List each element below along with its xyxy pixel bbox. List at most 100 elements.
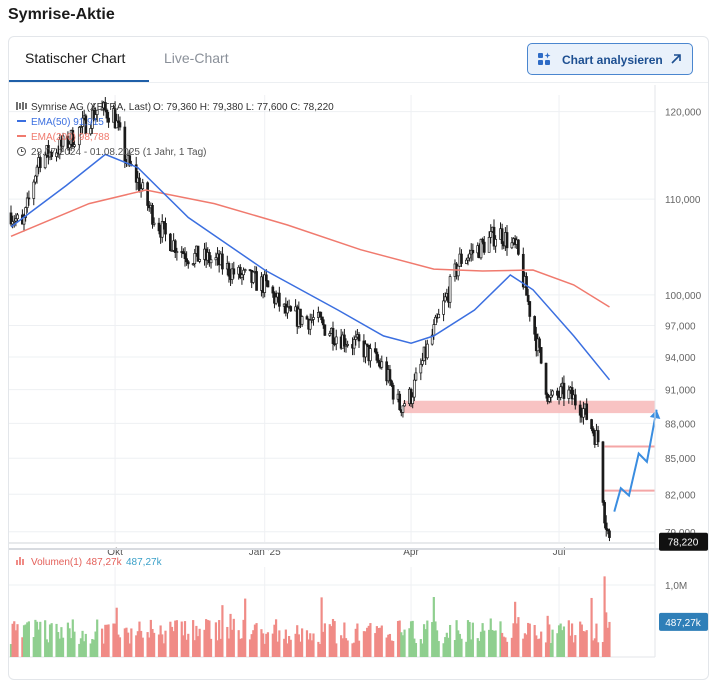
volume-bar (174, 620, 177, 657)
candle-body (12, 220, 16, 223)
candle-body (274, 296, 278, 304)
volume-bar (590, 597, 593, 657)
volume-bar (413, 638, 416, 657)
volume-bar (527, 622, 530, 657)
candle-body (50, 151, 54, 157)
volume-bar (263, 643, 266, 657)
volume-bar (499, 621, 502, 657)
volume-bar (240, 638, 244, 657)
candle-body (398, 393, 402, 411)
volume-bar (172, 631, 175, 657)
candle-body (434, 316, 437, 326)
candle-body (412, 379, 416, 398)
candle-body (183, 253, 187, 260)
candle-body (517, 239, 520, 255)
y-tick-label: 82,000 (665, 490, 696, 501)
candle-body (487, 236, 491, 253)
volume-bar (309, 633, 312, 657)
candle-body (373, 348, 377, 353)
volume-bar (180, 621, 183, 657)
candle-body (198, 259, 201, 262)
candle-body (608, 530, 611, 538)
candle-body (24, 207, 27, 218)
candle-body (421, 360, 424, 365)
volume-bar (335, 643, 338, 657)
volume-bar (157, 634, 161, 657)
y-tick-label: 97,000 (665, 321, 696, 332)
volume-bar (34, 619, 37, 657)
volume-bar (91, 638, 94, 657)
volume-bar (557, 625, 561, 657)
volume-bar (559, 623, 562, 657)
volume-bar (595, 623, 598, 657)
candle-body (71, 130, 75, 147)
volume-bar (237, 630, 240, 657)
volume-bar (195, 625, 198, 657)
last-volume-label: 487,27k (665, 618, 702, 629)
volume-bar (81, 630, 84, 657)
volume-bar (606, 627, 609, 657)
candle-body (604, 522, 608, 530)
volume-bar (320, 597, 323, 657)
volume-bar (14, 630, 17, 657)
volume-bar (502, 636, 505, 657)
last-price-tag (659, 532, 708, 551)
volume-bar (409, 621, 413, 657)
volume-bar (218, 620, 221, 657)
volume-bar (494, 630, 497, 657)
volume-bar (396, 621, 400, 657)
volume-bar (196, 636, 200, 657)
candle-body (123, 126, 127, 162)
tab-live-chart[interactable]: Live-Chart (164, 50, 229, 66)
candle-body (578, 404, 582, 416)
volume-bar (104, 624, 107, 657)
projection-layer (613, 409, 661, 512)
candle-body (390, 380, 393, 386)
volume-value-1: 487,27k (86, 557, 123, 568)
volume-bar (340, 635, 343, 657)
tabs-divider (9, 82, 708, 83)
candle-body (310, 319, 314, 321)
candle-body (321, 319, 325, 326)
volume-bar (192, 620, 195, 657)
candle-body (352, 339, 356, 349)
volume-bar (47, 642, 50, 657)
grid-layer (9, 95, 655, 657)
y-tick-label: 94,000 (665, 353, 696, 364)
candle-body (89, 128, 93, 135)
volume-bar (528, 623, 531, 657)
volume-bar (301, 628, 304, 657)
volume-bar (21, 637, 24, 657)
volume-bar (170, 626, 174, 657)
candle-body (107, 117, 110, 123)
volume-bar (501, 632, 504, 657)
volume-bar (294, 633, 297, 657)
volume-bar (117, 634, 120, 657)
candle-body (191, 263, 195, 266)
candle-body (456, 265, 460, 277)
legend-ema200: EMA(200) 98,788 (31, 132, 110, 143)
volume-bar (403, 629, 406, 657)
volume-bar (514, 601, 517, 657)
candle-body (582, 408, 585, 418)
x-tick-label: Jul (553, 547, 566, 558)
tab-static-chart[interactable]: Statischer Chart (25, 50, 126, 66)
volume-bar (265, 633, 268, 657)
volume-bar (70, 638, 73, 657)
analyze-chart-button[interactable]: Chart analysieren (527, 43, 693, 75)
y-tick-label: 91,000 (665, 386, 696, 397)
volume-bar (366, 627, 369, 657)
volume-bar (71, 619, 74, 657)
candle-body (289, 306, 293, 312)
candle-body (255, 271, 258, 291)
volume-bar (284, 629, 287, 657)
volume-bar (287, 636, 291, 657)
volume-bar (39, 621, 42, 657)
volume-bar (100, 628, 104, 657)
candle-body (489, 231, 493, 238)
price-chart[interactable]: 120,000 110,000 100,000 97,000 94,000 91,000 8… (9, 37, 708, 679)
candle-body (9, 212, 13, 225)
volume-bar (125, 627, 128, 657)
candle-body (146, 182, 149, 206)
volume-bar (561, 630, 564, 657)
